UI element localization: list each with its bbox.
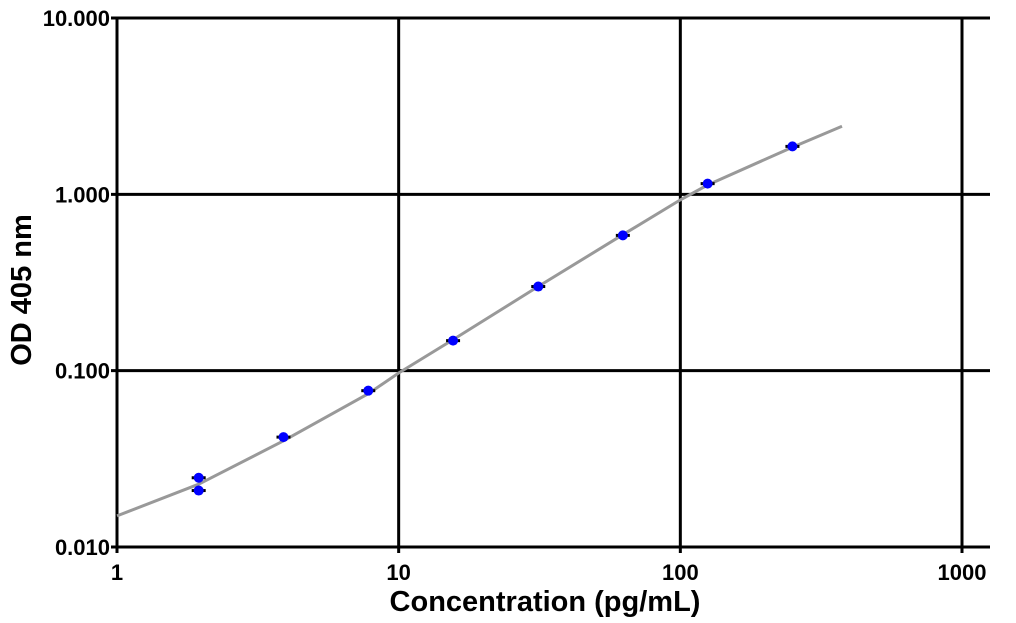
data-point: [617, 230, 628, 241]
x-tick-label: 100: [662, 560, 699, 585]
data-point: [363, 385, 374, 396]
y-tick-label: 0.010: [55, 535, 110, 560]
data-point: [193, 472, 204, 483]
data-point: [193, 485, 204, 496]
y-axis-tick-labels: 0.010 0.100 1.000 10.000: [43, 6, 110, 560]
gridlines: [111, 16, 990, 553]
curve-line: [116, 124, 843, 518]
x-axis-tick-labels: 1 10 100 1000: [111, 560, 987, 585]
data-points: [191, 141, 800, 496]
x-tick-label: 10: [386, 560, 410, 585]
data-point: [702, 178, 713, 189]
y-axis-title: OD 405 nm: [6, 214, 38, 366]
data-point: [533, 281, 544, 292]
fitted-curve: [116, 124, 843, 518]
x-axis-title: Concentration (pg/mL): [390, 586, 701, 618]
x-tick-label: 1: [111, 560, 123, 585]
data-point: [278, 432, 289, 443]
y-tick-label: 1.000: [55, 182, 110, 207]
data-point: [448, 335, 459, 346]
y-tick-label: 0.100: [55, 359, 110, 384]
x-tick-label: 1000: [938, 560, 987, 585]
y-tick-label: 10.000: [43, 6, 110, 31]
data-point: [787, 141, 798, 152]
